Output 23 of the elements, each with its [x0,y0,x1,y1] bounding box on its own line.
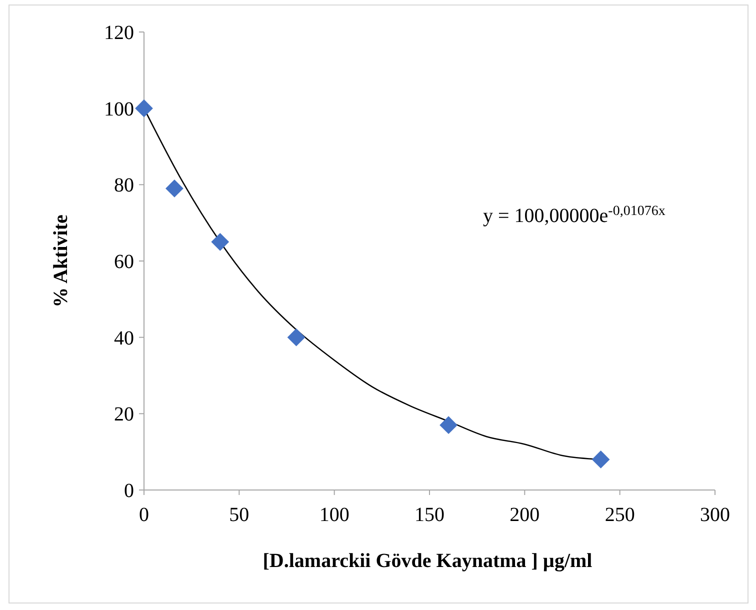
x-tick-label: 150 [414,504,444,526]
y-tick-label: 60 [114,251,134,273]
x-tick-label: 250 [604,504,635,526]
x-tick-label: 100 [319,504,350,526]
annotation: y = 100,00000e$^{-0,01076x}$ [483,204,666,227]
point [592,450,610,468]
y-tick-label: 120 [104,22,134,44]
point [166,180,184,198]
y-tick-label: 20 [114,404,134,426]
x-tick-label: 50 [229,504,250,526]
x-axis-title: [D.lamarckii Gövde Kaynatma ] µg/ml [262,550,593,572]
y-tick-label: 80 [114,174,134,197]
point [440,416,458,434]
point [211,232,230,251]
x-tick-label: 0 [139,504,149,526]
y-tick-label: 100 [104,98,134,120]
y-tick-label: 40 [114,327,134,350]
x-tick-label: 200 [510,504,540,526]
y-axis-title: % Aktivite [50,214,72,308]
y-tick-label: 0 [124,480,134,502]
point [287,328,306,346]
point [135,99,153,118]
x-tick-label: 300 [700,504,730,526]
